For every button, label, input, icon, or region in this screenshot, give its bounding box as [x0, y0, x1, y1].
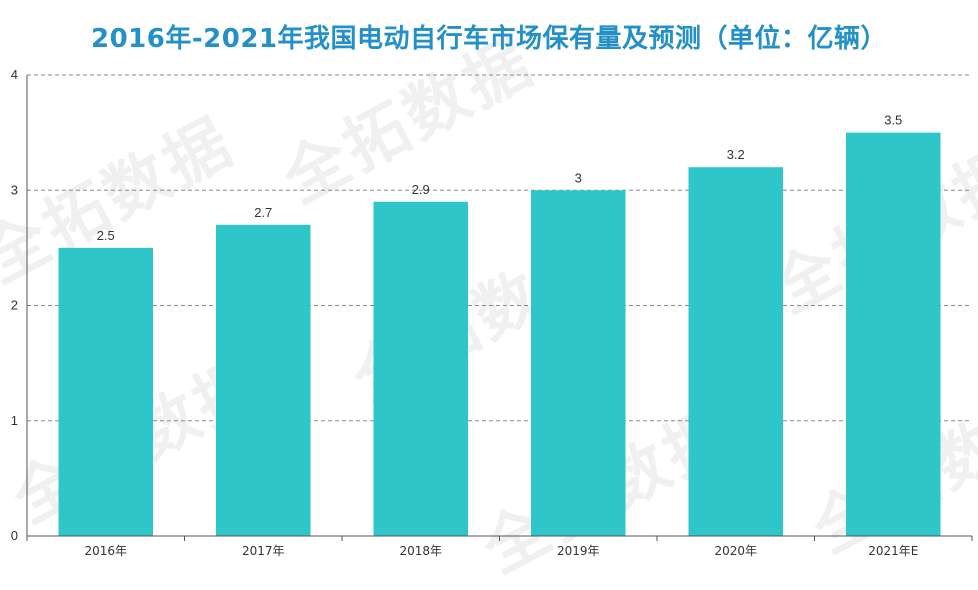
x-tick-label: 2019年	[557, 544, 600, 558]
data-label: 3.5	[884, 113, 902, 128]
data-label: 2.5	[97, 228, 115, 243]
y-tick-label: 0	[11, 528, 18, 543]
x-tick-label: 2021年E	[868, 544, 918, 558]
x-tick-label: 2018年	[399, 544, 442, 558]
chart-title: 2016年-2021年我国电动自行车市场保有量及预测（单位：亿辆）	[90, 24, 888, 54]
x-tick-label: 2020年	[714, 544, 757, 558]
bar	[216, 224, 311, 536]
y-tick-label: 1	[11, 413, 18, 428]
data-label: 3	[575, 170, 582, 185]
data-label: 2.7	[254, 205, 272, 220]
bar-chart: 0 1 2 3 4 2.5 2016年 2.7 2017年 2.9 2018年 3 2019年 3.2 20…	[11, 67, 973, 558]
bar	[58, 247, 153, 536]
bars	[58, 132, 941, 536]
gridlines	[27, 74, 972, 422]
bar	[531, 190, 626, 536]
x-tick-label: 2016年	[84, 544, 127, 558]
data-label: 2.9	[412, 182, 430, 197]
axes	[26, 75, 973, 541]
y-tick-label: 2	[11, 298, 18, 313]
x-tick-label: 2017年	[242, 544, 285, 558]
data-label: 3.2	[727, 147, 745, 162]
bar	[688, 167, 783, 536]
labels: 0 1 2 3 4 2.5 2016年 2.7 2017年 2.9 2018年 3 2019年 3.2 20…	[11, 67, 919, 558]
y-tick-label: 4	[11, 67, 18, 82]
bar	[846, 132, 941, 536]
bar	[373, 201, 468, 536]
y-tick-label: 3	[11, 182, 18, 197]
